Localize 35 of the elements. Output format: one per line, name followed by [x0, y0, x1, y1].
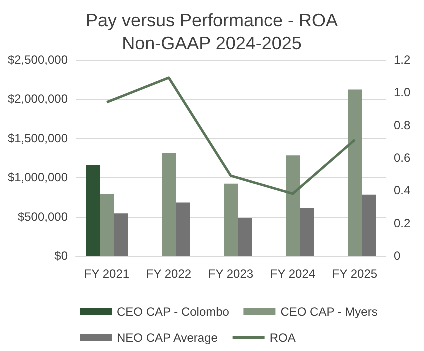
legend-label: CEO CAP - Myers: [280, 305, 378, 319]
x-tick-label: FY 2021: [84, 267, 130, 281]
y-tick-label: $2,500,000: [8, 53, 68, 67]
chart-title: Pay versus Performance - ROA Non-GAAP 2024-2025: [86, 10, 338, 54]
x-tick-label: FY 2022: [146, 267, 192, 281]
bar: [114, 214, 128, 256]
y2-tick-label: 0.6: [394, 151, 412, 165]
legend-label: NEO CAP Average: [117, 331, 218, 345]
bar: [300, 208, 314, 256]
x-tick-label: FY 2023: [208, 267, 254, 281]
x-tick-label: FY 2025: [332, 267, 378, 281]
line-series: [106, 76, 356, 196]
y-tick-label: $1,500,000: [8, 131, 68, 146]
bar: [162, 153, 176, 256]
legend-label: CEO CAP - Colombo: [117, 305, 230, 319]
y2-tick-label: 0.4: [394, 184, 412, 198]
bar: [348, 90, 362, 256]
bar: [86, 165, 100, 256]
bar: [100, 194, 114, 256]
bar: [362, 194, 376, 256]
bar: [286, 156, 300, 256]
y2-tick-label: 0: [394, 249, 401, 263]
bar: [224, 184, 238, 256]
x-tick-label: FY 2024: [270, 267, 316, 281]
bar: [238, 218, 252, 256]
y2-tick-label: 0.2: [394, 216, 412, 230]
legend-label: ROA: [270, 331, 296, 345]
y-tick-label: $1,000,000: [8, 170, 68, 185]
y2-tick-label: 0.8: [394, 118, 412, 132]
y2-tick-label: 1.2: [394, 53, 412, 67]
y-tick-label: $2,000,000: [8, 92, 68, 106]
y-tick-label: $500,000: [18, 210, 68, 224]
y-tick-label: $0: [54, 249, 68, 263]
y2-tick-label: 1.0: [394, 86, 412, 100]
bar: [176, 202, 190, 256]
